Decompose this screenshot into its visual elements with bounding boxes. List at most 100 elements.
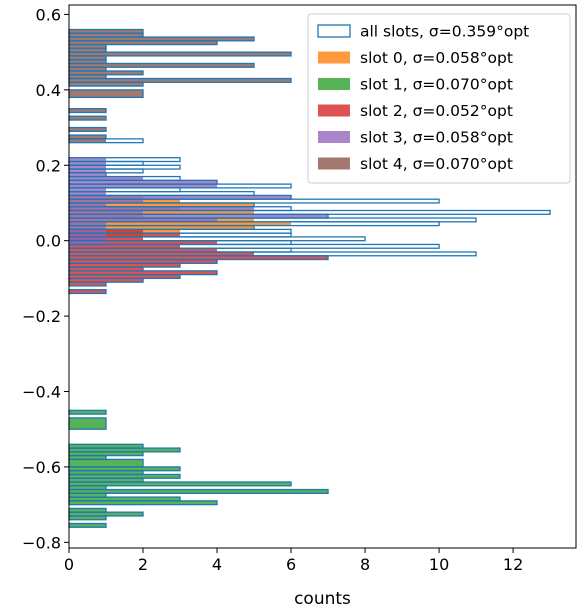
x-tick-label: 4: [212, 555, 222, 574]
slot-bar: [69, 233, 107, 237]
slot-bar: [69, 515, 107, 520]
slot-bar: [69, 485, 107, 490]
legend-swatch: [317, 24, 351, 38]
slot-bar: [69, 240, 218, 245]
legend-label: slot 1, σ=0.070°opt: [360, 76, 513, 94]
slot-bar: [69, 278, 144, 283]
x-axis-label: counts: [294, 589, 351, 609]
slot-bar: [69, 187, 107, 192]
legend: all slots, σ=0.359°opt slot 0, σ=0.058°op…: [307, 13, 571, 184]
slot-bar: [69, 63, 255, 68]
slot-bar: [69, 48, 107, 53]
legend-label: slot 3, σ=0.058°opt: [360, 129, 513, 147]
slot-bar: [69, 508, 107, 513]
slot-bar: [69, 165, 107, 170]
slot-bar: [69, 225, 107, 230]
slot-bar: [69, 451, 144, 456]
plot-frame: [68, 4, 577, 549]
y-tick-label: 0.4: [36, 81, 61, 100]
slot-bar: [69, 493, 107, 498]
slot-bar: [69, 259, 218, 264]
slot-bar: [69, 157, 107, 162]
slot-bar: [69, 199, 144, 203]
legend-label: slot 4, σ=0.070°opt: [360, 155, 513, 173]
slot-bar: [69, 444, 144, 449]
legend-swatch: [318, 51, 350, 64]
slot-bar: [69, 236, 107, 241]
slot-bar: [69, 138, 107, 143]
x-tick-label: 12: [503, 555, 523, 574]
slot-bar: [69, 448, 181, 452]
slot-bar: [69, 135, 107, 139]
slot-bar: [69, 478, 144, 483]
slot-bar: [69, 169, 107, 173]
slot-bar: [69, 474, 181, 479]
slot-bar: [69, 500, 218, 505]
slot-bar: [69, 274, 181, 279]
slot-bar: [69, 202, 255, 207]
legend-label: slot 0, σ=0.058°opt: [360, 49, 513, 67]
x-tick-label: 0: [64, 555, 74, 574]
slot-bar: [69, 244, 181, 249]
legend-swatch: [318, 157, 350, 170]
slot-bar: [69, 225, 255, 230]
slot-bar: [69, 233, 181, 237]
slot-bar: [69, 161, 107, 166]
slot-bar: [69, 512, 144, 516]
slot-bar: [69, 89, 144, 98]
slot-bar: [69, 44, 107, 49]
y-tick-label: −0.2: [22, 307, 61, 326]
slot-bar: [69, 459, 144, 467]
slot-bar: [69, 70, 144, 75]
slot-bar: [69, 497, 181, 501]
slot-bar: [69, 229, 107, 234]
slot-bar: [69, 455, 107, 460]
slot-bar: [69, 127, 107, 132]
y-tick-label: 0.6: [36, 5, 61, 24]
slot-bar: [69, 523, 107, 528]
slot-bar: [69, 67, 107, 71]
axes: 0 2 4 6 8 10 12 −0.8 −0.6 −0.4 −0.2 0.0 0.2 0.4 0.6 cou…: [22, 4, 577, 609]
slot-bar: [69, 78, 292, 83]
slot-bar: [69, 29, 144, 34]
slot-bar: [69, 221, 292, 226]
slot-bar: [69, 255, 329, 260]
slot-bar: [69, 191, 107, 196]
legend-label: all slots, σ=0.359°opt: [360, 23, 529, 41]
x-tick-label: 10: [429, 555, 449, 574]
slot-bar: [69, 248, 218, 252]
slot-bar: [69, 59, 107, 64]
y-tick-label: −0.6: [22, 458, 61, 477]
slot-bar: [69, 410, 107, 415]
legend-box: [307, 13, 571, 184]
x-tick-label: 8: [360, 555, 370, 574]
slot-bar: [69, 267, 144, 271]
slot-bar: [69, 240, 107, 245]
slot-bar: [69, 55, 107, 60]
slot-bar: [69, 82, 144, 87]
slot-bar: [69, 289, 107, 294]
y-tick-label: 0.0: [36, 232, 61, 251]
slot-bar: [69, 214, 329, 219]
legend-label: slot 2, σ=0.052°opt: [360, 102, 513, 120]
legend-swatch: [318, 104, 350, 117]
slot-bar: [69, 172, 107, 177]
slot-bar: [69, 206, 255, 211]
x-tick-label: 2: [138, 555, 148, 574]
slot-bar: [69, 176, 144, 181]
slot-bar: [69, 184, 218, 188]
y-tick-label: −0.4: [22, 383, 61, 402]
slot-bar: [69, 466, 181, 471]
slot-bar: [69, 251, 255, 256]
y-tick-label: 0.2: [36, 156, 61, 175]
slot-bar: [69, 282, 107, 286]
slot-bar: [69, 417, 107, 430]
slot-bar: [69, 210, 255, 215]
slot-bar: [69, 210, 144, 215]
slot-bar: [69, 489, 329, 494]
slot-bar: [69, 74, 107, 79]
filled-bars: [69, 29, 329, 528]
legend-swatch: [318, 78, 350, 90]
slot-bar: [69, 218, 218, 222]
